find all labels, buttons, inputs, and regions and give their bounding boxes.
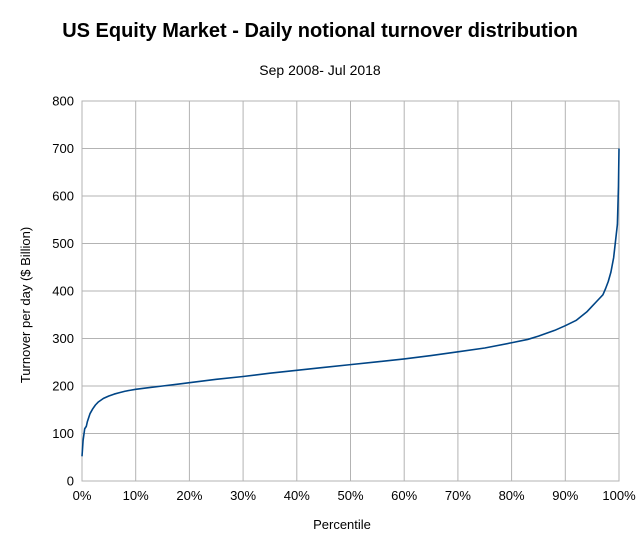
chart-subtitle: Sep 2008- Jul 2018 xyxy=(259,62,381,78)
y-tick-label: 500 xyxy=(52,236,74,251)
y-tick-label: 800 xyxy=(52,94,74,109)
y-tick-label: 600 xyxy=(52,189,74,204)
y-tick-label: 400 xyxy=(52,284,74,299)
x-tick-label: 70% xyxy=(445,488,471,503)
chart-title: US Equity Market - Daily notional turnov… xyxy=(62,20,578,42)
plot-border xyxy=(81,100,620,482)
y-tick-label: 200 xyxy=(52,379,74,394)
x-tick-label: 90% xyxy=(552,488,578,503)
x-tick-label: 0% xyxy=(73,488,92,503)
grid xyxy=(81,100,620,482)
x-tick-label: 20% xyxy=(176,488,202,503)
x-tick-label: 30% xyxy=(230,488,256,503)
x-tick-label: 50% xyxy=(337,488,363,503)
plot-frame xyxy=(81,100,620,482)
y-tick-label: 0 xyxy=(67,474,74,489)
y-tick-label: 100 xyxy=(52,426,74,441)
x-axis: 0% 10% 20% 30% 40% 50% 60% 70% 80% 90% 100% xyxy=(73,488,636,503)
x-tick-label: 100% xyxy=(602,488,636,503)
y-tick-label: 300 xyxy=(52,331,74,346)
x-tick-label: 40% xyxy=(284,488,310,503)
x-tick-label: 10% xyxy=(123,488,149,503)
x-tick-label: 60% xyxy=(391,488,417,503)
x-axis-label: Percentile xyxy=(313,517,371,532)
y-tick-label: 700 xyxy=(52,141,74,156)
y-axis: 0 100 200 300 400 500 600 700 800 xyxy=(52,94,74,489)
series-layer xyxy=(81,148,620,457)
series-line xyxy=(81,148,620,457)
y-axis-label: Turnover per day ($ Billion) xyxy=(18,227,33,383)
x-tick-label: 80% xyxy=(499,488,525,503)
